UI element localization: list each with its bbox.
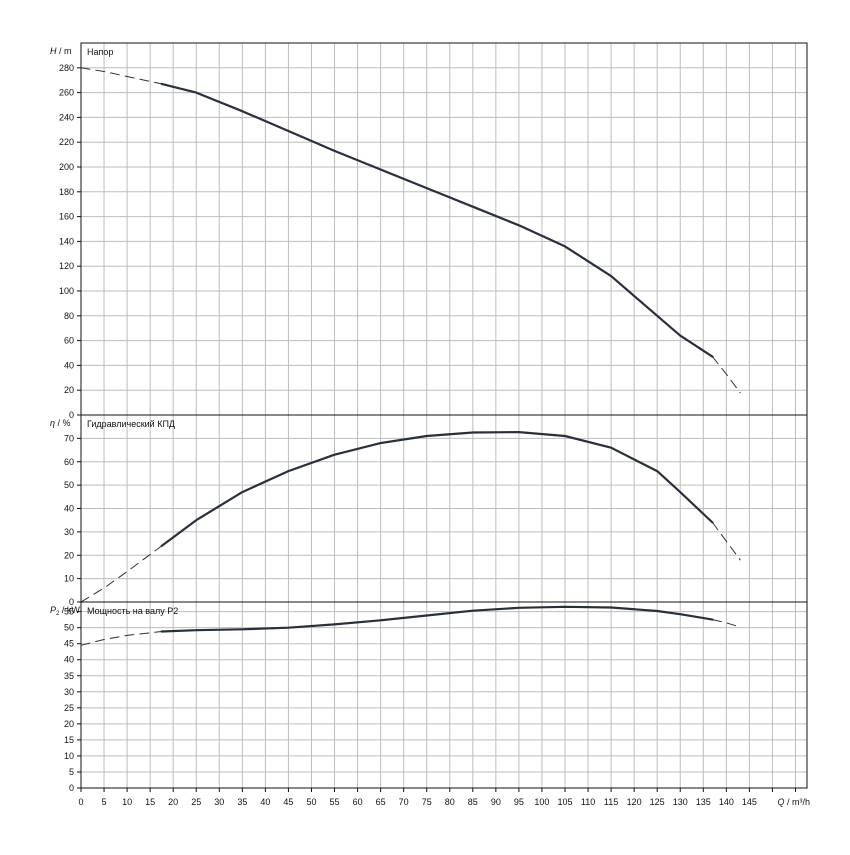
x-tick-label: 20 bbox=[168, 797, 178, 807]
y-tick-label: 60 bbox=[64, 457, 74, 467]
panel-frame bbox=[80, 42, 808, 416]
x-tick-label: 25 bbox=[191, 797, 201, 807]
x-tick-label: 145 bbox=[742, 797, 757, 807]
x-tick-label: 40 bbox=[260, 797, 270, 807]
y-tick-label: 40 bbox=[64, 360, 74, 370]
y-tick-label: 160 bbox=[59, 212, 74, 222]
x-tick-label: 135 bbox=[696, 797, 711, 807]
x-tick-label: 140 bbox=[719, 797, 734, 807]
y-tick-label: 120 bbox=[59, 261, 74, 271]
x-tick-label: 80 bbox=[445, 797, 455, 807]
x-tick-label: 105 bbox=[557, 797, 572, 807]
y-tick-label: 280 bbox=[59, 63, 74, 73]
x-tick-label: 125 bbox=[650, 797, 665, 807]
y-axis-symbol: η bbox=[50, 418, 55, 428]
x-tick-label: 90 bbox=[491, 797, 501, 807]
x-tick-label: 10 bbox=[122, 797, 132, 807]
panel-title: Гидравлический КПД bbox=[87, 419, 175, 429]
y-axis-label: H / m bbox=[50, 46, 72, 56]
y-tick-label: 180 bbox=[59, 187, 74, 197]
head-curve-dashed-2 bbox=[712, 356, 741, 394]
y-tick-label: 220 bbox=[59, 137, 74, 147]
panel-title: Мощность на валу P2 bbox=[87, 606, 178, 616]
y-tick-label: 20 bbox=[64, 719, 74, 729]
x-tick-label: 30 bbox=[214, 797, 224, 807]
x-tick-label: 35 bbox=[237, 797, 247, 807]
panel-title: Напор bbox=[87, 47, 113, 57]
efficiency-curve-dashed-2 bbox=[712, 522, 741, 561]
y-tick-label: 35 bbox=[64, 671, 74, 681]
x-tick-label: 55 bbox=[330, 797, 340, 807]
x-tick-label: 85 bbox=[468, 797, 478, 807]
x-tick-label: 100 bbox=[534, 797, 549, 807]
y-tick-label: 240 bbox=[59, 112, 74, 122]
x-tick-label: 120 bbox=[627, 797, 642, 807]
y-tick-label: 0 bbox=[69, 783, 74, 793]
y-tick-label: 10 bbox=[64, 751, 74, 761]
y-tick-label: 40 bbox=[64, 655, 74, 665]
y-axis-unit: m bbox=[64, 46, 72, 56]
y-tick-label: 30 bbox=[64, 527, 74, 537]
power-curve-solid-1 bbox=[160, 605, 714, 633]
x-tick-label: 115 bbox=[604, 797, 618, 807]
y-tick-label: 100 bbox=[59, 286, 74, 296]
x-tick-label: 45 bbox=[283, 797, 293, 807]
y-tick-label: 0 bbox=[69, 410, 74, 420]
y-tick-label: 50 bbox=[64, 623, 74, 633]
x-axis-unit: m³/h bbox=[792, 797, 810, 807]
y-axis-label: η / % bbox=[50, 418, 71, 428]
power-curve-dashed-2 bbox=[712, 619, 737, 627]
y-tick-label: 60 bbox=[64, 336, 74, 346]
x-tick-label: 0 bbox=[78, 797, 83, 807]
y-axis-unit: % bbox=[63, 418, 71, 428]
y-tick-label: 25 bbox=[64, 703, 74, 713]
y-tick-label: 20 bbox=[64, 385, 74, 395]
x-tick-label: 5 bbox=[102, 797, 107, 807]
y-tick-label: 40 bbox=[64, 504, 74, 514]
x-axis-label: Q / m³/h bbox=[777, 797, 810, 807]
y-axis-label: P2 / kW bbox=[50, 605, 80, 617]
x-tick-label: 50 bbox=[306, 797, 316, 807]
efficiency-curve-solid-1 bbox=[160, 431, 714, 547]
x-tick-label: 110 bbox=[581, 797, 595, 807]
power-curve-dashed-0 bbox=[80, 631, 163, 646]
y-tick-label: 45 bbox=[64, 639, 74, 649]
head-curve-dashed-0 bbox=[80, 67, 163, 85]
y-axis-symbol: P bbox=[50, 605, 56, 615]
y-tick-label: 5 bbox=[69, 767, 74, 777]
y-tick-label: 20 bbox=[64, 550, 74, 560]
head-curve-solid-1 bbox=[160, 82, 714, 358]
y-axis-subscript: 2 bbox=[56, 611, 60, 617]
y-tick-label: 200 bbox=[59, 162, 74, 172]
y-tick-label: 30 bbox=[64, 687, 74, 697]
y-tick-label: 80 bbox=[64, 311, 74, 321]
panel-frame bbox=[80, 601, 808, 789]
y-axis-unit: kW bbox=[67, 605, 81, 615]
y-tick-label: 260 bbox=[59, 88, 74, 98]
x-axis-symbol: Q bbox=[777, 797, 784, 807]
x-tick-label: 95 bbox=[514, 797, 524, 807]
x-tick-label: 75 bbox=[422, 797, 432, 807]
y-tick-label: 10 bbox=[64, 574, 74, 584]
x-tick-label: 60 bbox=[353, 797, 363, 807]
y-tick-label: 0 bbox=[69, 597, 74, 607]
y-tick-label: 70 bbox=[64, 433, 74, 443]
x-tick-label: 15 bbox=[145, 797, 155, 807]
x-tick-label: 65 bbox=[376, 797, 386, 807]
efficiency-curve-dashed-0 bbox=[80, 545, 163, 603]
y-axis-symbol: H bbox=[50, 46, 57, 56]
y-tick-label: 140 bbox=[59, 236, 74, 246]
x-tick-label: 70 bbox=[399, 797, 409, 807]
y-tick-label: 50 bbox=[64, 480, 74, 490]
x-tick-label: 130 bbox=[673, 797, 688, 807]
y-tick-label: 15 bbox=[64, 735, 74, 745]
y-tick-label: 55 bbox=[64, 607, 74, 617]
